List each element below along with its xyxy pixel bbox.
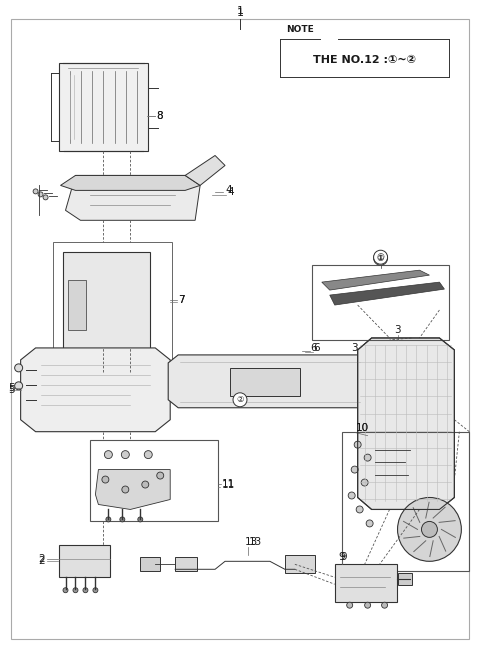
Circle shape	[421, 522, 437, 537]
Text: 1: 1	[237, 8, 243, 18]
Circle shape	[104, 450, 112, 459]
Polygon shape	[168, 355, 374, 408]
Polygon shape	[65, 176, 200, 220]
Text: THE NO.12 :①~②: THE NO.12 :①~②	[313, 55, 416, 65]
Text: 1: 1	[237, 6, 243, 16]
Bar	[230, 368, 300, 396]
Text: 4: 4	[227, 187, 234, 198]
Text: 8: 8	[156, 111, 163, 121]
Circle shape	[106, 517, 111, 522]
Bar	[312, 265, 449, 340]
Circle shape	[366, 520, 373, 527]
Circle shape	[382, 602, 387, 608]
Text: 2: 2	[38, 557, 45, 566]
Circle shape	[373, 250, 387, 264]
Bar	[81, 352, 110, 362]
Text: ②: ②	[236, 395, 244, 404]
Circle shape	[121, 450, 129, 459]
Circle shape	[354, 441, 361, 448]
Polygon shape	[21, 348, 170, 432]
Polygon shape	[185, 156, 225, 185]
Polygon shape	[322, 270, 430, 290]
Text: 6: 6	[313, 343, 319, 353]
Bar	[285, 555, 315, 573]
Text: 3: 3	[351, 343, 358, 353]
Text: 9: 9	[340, 552, 347, 562]
Circle shape	[138, 517, 143, 522]
Circle shape	[43, 195, 48, 200]
Text: 9: 9	[338, 552, 345, 562]
Text: 7: 7	[178, 295, 185, 305]
Bar	[90, 439, 218, 522]
Circle shape	[120, 517, 125, 522]
Circle shape	[63, 588, 68, 593]
Text: 4: 4	[225, 185, 232, 196]
Bar	[69, 280, 86, 330]
Circle shape	[347, 602, 353, 608]
Bar	[175, 557, 197, 572]
Text: 6: 6	[310, 343, 316, 353]
Bar	[59, 63, 148, 150]
Text: 5: 5	[9, 383, 15, 393]
Polygon shape	[60, 176, 200, 191]
Circle shape	[351, 466, 358, 473]
Circle shape	[102, 476, 109, 483]
Text: 11: 11	[222, 480, 235, 489]
Text: 13: 13	[245, 537, 258, 548]
Text: 3: 3	[394, 325, 401, 335]
Circle shape	[33, 189, 38, 194]
Circle shape	[233, 393, 247, 407]
Circle shape	[365, 602, 371, 608]
Text: 10: 10	[356, 422, 369, 433]
Bar	[62, 252, 150, 357]
Circle shape	[93, 588, 98, 593]
Circle shape	[15, 382, 23, 390]
Text: ①: ①	[377, 253, 384, 262]
Text: 8: 8	[156, 111, 163, 121]
Bar	[397, 573, 411, 585]
Text: 7: 7	[178, 295, 185, 305]
Circle shape	[356, 506, 363, 513]
Bar	[335, 564, 396, 602]
Text: 10: 10	[356, 422, 369, 433]
Text: NOTE: NOTE	[286, 25, 314, 34]
Circle shape	[73, 588, 78, 593]
Polygon shape	[358, 338, 455, 509]
Bar	[59, 546, 110, 577]
Text: 2: 2	[38, 554, 45, 564]
Circle shape	[361, 479, 368, 486]
Circle shape	[38, 192, 43, 197]
Text: 13: 13	[249, 537, 262, 548]
Bar	[140, 557, 160, 572]
Circle shape	[83, 588, 88, 593]
Circle shape	[15, 364, 23, 372]
Circle shape	[157, 472, 164, 479]
Circle shape	[142, 481, 149, 488]
Polygon shape	[96, 470, 170, 509]
Bar	[52, 242, 172, 372]
Circle shape	[397, 498, 461, 561]
Circle shape	[364, 454, 371, 461]
Text: 11: 11	[222, 478, 235, 489]
Circle shape	[348, 492, 355, 499]
Circle shape	[122, 486, 129, 493]
Circle shape	[373, 251, 387, 265]
Polygon shape	[330, 282, 444, 305]
Circle shape	[144, 450, 152, 459]
Text: ①: ①	[376, 253, 384, 262]
Bar	[342, 432, 469, 572]
Text: 5: 5	[9, 385, 15, 395]
